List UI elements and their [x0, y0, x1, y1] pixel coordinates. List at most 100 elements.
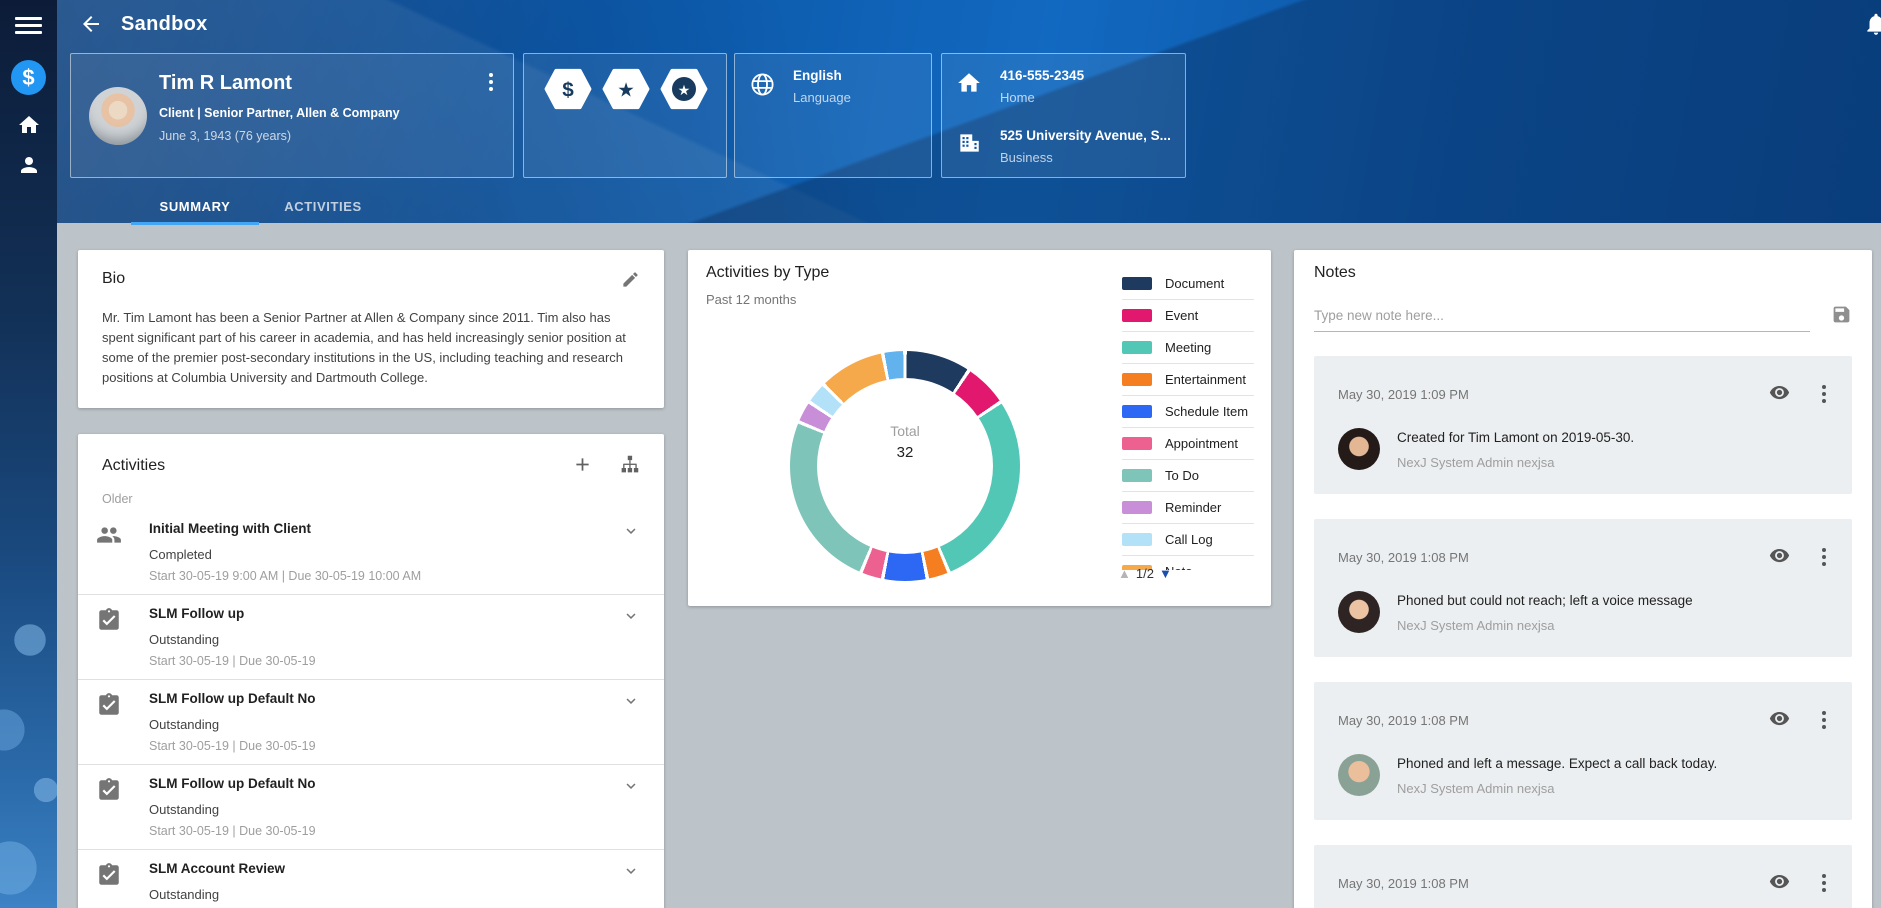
note-menu-kebab-icon[interactable] — [1820, 869, 1828, 897]
legend-label: To Do — [1165, 468, 1199, 483]
donut-chart[interactable]: Total 32 — [790, 351, 1020, 581]
chart-legend: Document Event Meeting Entertainment — [1122, 268, 1254, 570]
legend-item[interactable]: Document — [1122, 268, 1254, 300]
activity-dates: Start 30-05-19 9:00 AM | Due 30-05-19 10… — [149, 569, 422, 583]
pencil-icon — [623, 272, 638, 287]
note-menu-kebab-icon[interactable] — [1820, 706, 1828, 734]
activity-dates: Start 30-05-19 | Due 30-05-19 — [149, 824, 316, 838]
note-author: NexJ System Admin nexjsa — [1397, 781, 1555, 796]
badge-star-icon[interactable]: ★ — [602, 68, 650, 110]
legend-item[interactable]: To Do — [1122, 460, 1254, 492]
legend-label: Appointment — [1165, 436, 1238, 451]
legend-label: Note — [1165, 564, 1192, 570]
legend-swatch — [1122, 469, 1152, 482]
task-clipboard-icon — [99, 863, 119, 885]
legend-item[interactable]: Call Log — [1122, 524, 1254, 556]
donut-hole — [817, 378, 993, 554]
language-label: Language — [793, 90, 851, 105]
activity-status: Outstanding — [149, 717, 220, 732]
note-visibility-button[interactable] — [1769, 708, 1790, 732]
activity-row[interactable]: SLM Follow up Default No Outstanding Sta… — [78, 679, 664, 764]
activity-row[interactable]: SLM Follow up Default No Outstanding Sta… — [78, 764, 664, 849]
tab-summary[interactable]: SUMMARY — [131, 190, 259, 225]
activities-group-label: Older — [102, 492, 133, 506]
legend-item[interactable]: Meeting — [1122, 332, 1254, 364]
dollar-icon: $ — [22, 64, 35, 90]
legend-item[interactable]: Note — [1122, 556, 1254, 570]
legend-label: Reminder — [1165, 500, 1222, 515]
note-author: NexJ System Admin nexjsa — [1397, 618, 1555, 633]
address-value: 525 University Avenue, S... — [1000, 128, 1171, 143]
page-title: Sandbox — [121, 12, 208, 35]
phone-label: Home — [1000, 90, 1035, 105]
eye-icon — [1769, 548, 1790, 563]
note-menu-kebab-icon[interactable] — [1820, 543, 1828, 571]
sidebar-item-home[interactable] — [11, 107, 46, 142]
note-visibility-button[interactable] — [1769, 545, 1790, 569]
left-nav-rail: $ — [0, 0, 57, 908]
tab-activities[interactable]: ACTIVITIES — [284, 199, 362, 214]
profile-menu-kebab-icon[interactable] — [487, 68, 495, 96]
eye-icon — [1769, 385, 1790, 400]
save-note-button[interactable] — [1831, 304, 1852, 328]
hierarchy-view-button[interactable] — [619, 454, 640, 478]
badge-dollar-icon[interactable]: $ — [544, 68, 592, 110]
activity-status: Outstanding — [149, 802, 220, 817]
edit-bio-button[interactable] — [621, 270, 640, 292]
activity-status: Outstanding — [149, 632, 220, 647]
note-visibility-button[interactable] — [1769, 382, 1790, 406]
add-activity-button[interactable] — [572, 454, 593, 478]
plus-icon — [576, 458, 589, 471]
activity-status: Outstanding — [149, 887, 220, 902]
chevron-down-icon[interactable] — [622, 777, 640, 795]
activities-title: Activities — [102, 457, 166, 474]
meeting-people-icon — [97, 527, 121, 543]
activity-row[interactable]: SLM Account Review Outstanding Start 30-… — [78, 849, 664, 908]
bio-title: Bio — [102, 270, 126, 287]
chevron-down-icon[interactable] — [622, 692, 640, 710]
address-entry[interactable]: 525 University Avenue, S... Business — [956, 128, 1171, 165]
legend-item[interactable]: Event — [1122, 300, 1254, 332]
activity-dates: Start 30-05-19 | Due 30-05-19 — [149, 739, 316, 753]
note-menu-kebab-icon[interactable] — [1820, 380, 1828, 408]
back-arrow-icon — [83, 16, 99, 32]
legend-item[interactable]: Entertainment — [1122, 364, 1254, 396]
legend-swatch — [1122, 341, 1152, 354]
eye-icon — [1769, 874, 1790, 889]
activity-row[interactable]: Initial Meeting with Client Completed St… — [78, 510, 664, 594]
legend-item[interactable]: Schedule Item — [1122, 396, 1254, 428]
menu-icon[interactable] — [15, 13, 42, 35]
activity-title: SLM Follow up Default No — [149, 776, 316, 791]
notes-title: Notes — [1314, 264, 1356, 281]
legend-label: Call Log — [1165, 532, 1213, 547]
legend-item[interactable]: Reminder — [1122, 492, 1254, 524]
home-icon — [958, 73, 980, 92]
phone-entry[interactable]: 416-555-2345 Home — [956, 68, 1084, 105]
sidebar-item-profile[interactable] — [11, 147, 46, 182]
note-author: NexJ System Admin nexjsa — [1397, 455, 1555, 470]
chevron-down-icon[interactable] — [622, 607, 640, 625]
note-timestamp: May 30, 2019 1:08 PM — [1338, 712, 1469, 728]
chevron-down-icon[interactable] — [622, 522, 640, 540]
profile-name: Tim R Lamont — [159, 72, 292, 94]
notifications-bell-icon[interactable] — [1863, 11, 1881, 37]
chevron-down-icon[interactable] — [622, 862, 640, 880]
bio-text: Mr. Tim Lamont has been a Senior Partner… — [102, 310, 626, 385]
back-button[interactable] — [79, 12, 103, 36]
svg-text:★: ★ — [617, 80, 635, 102]
badge-star-circle-icon[interactable]: ★ — [660, 68, 708, 110]
donut-total-label: Total — [890, 423, 920, 439]
building-icon — [960, 134, 979, 152]
note-text: Created for Tim Lamont on 2019-05-30. — [1397, 430, 1635, 445]
note-item: May 30, 2019 1:09 PM Created for Tim Lam… — [1314, 356, 1852, 494]
activity-row[interactable]: SLM Follow up Outstanding Start 30-05-19… — [78, 594, 664, 679]
note-visibility-button[interactable] — [1769, 871, 1790, 895]
page-up-icon[interactable]: ▲ — [1118, 566, 1131, 581]
note-text: Phoned and left a message. Expect a call… — [1397, 756, 1718, 771]
new-note-input[interactable] — [1314, 304, 1810, 332]
sidebar-item-finances[interactable]: $ — [11, 60, 46, 95]
home-icon — [18, 115, 39, 133]
page-down-icon[interactable]: ▼ — [1158, 566, 1172, 581]
legend-item[interactable]: Appointment — [1122, 428, 1254, 460]
